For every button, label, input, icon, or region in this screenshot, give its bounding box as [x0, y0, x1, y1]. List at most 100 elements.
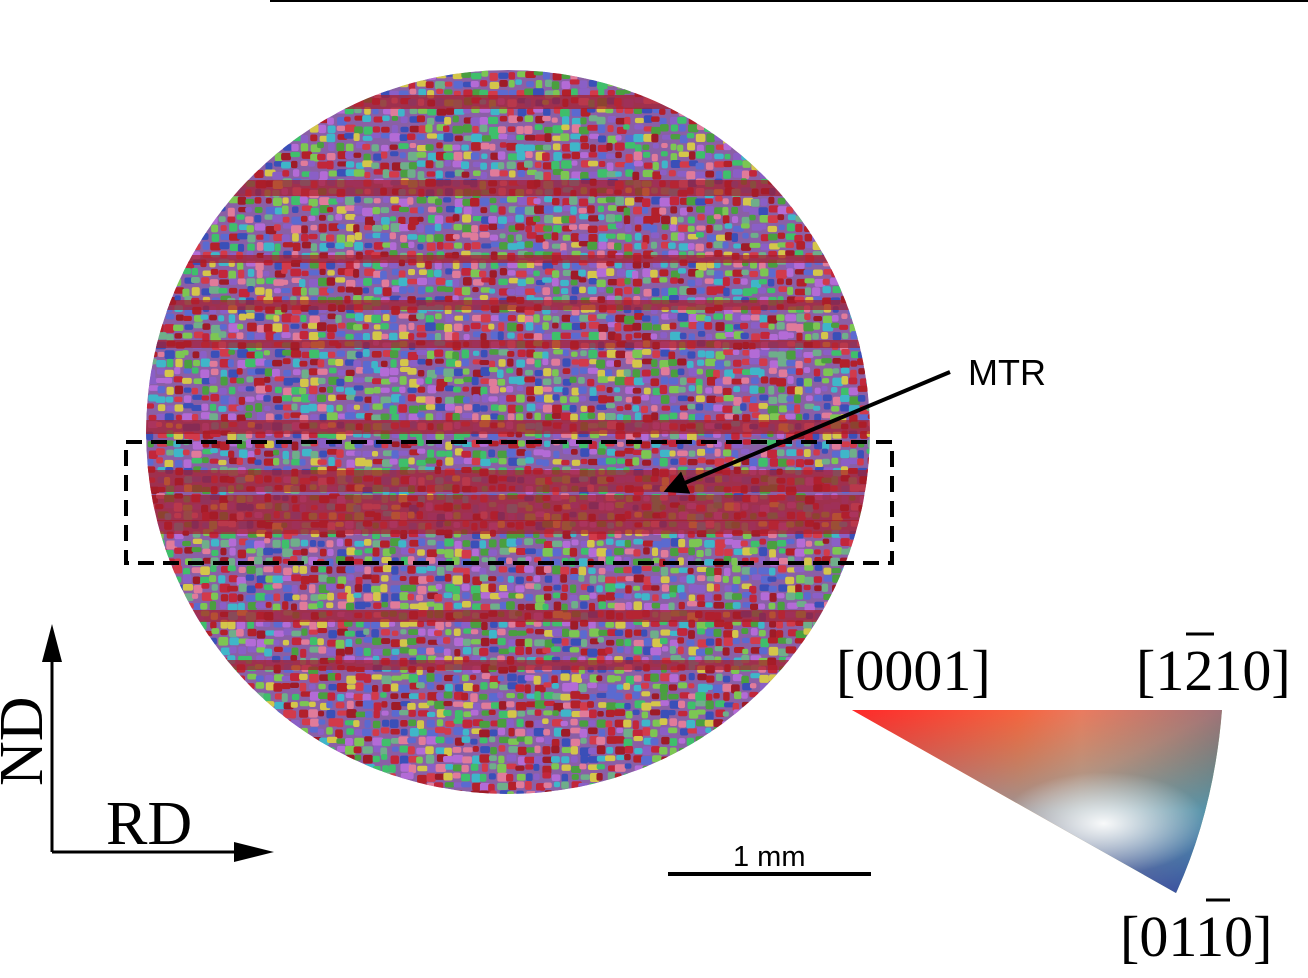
grain [345, 638, 353, 648]
grain [794, 394, 801, 404]
grain [345, 585, 352, 595]
grain [335, 107, 347, 114]
grain [839, 324, 849, 330]
grain [571, 539, 579, 546]
grain [398, 413, 406, 422]
grain [552, 404, 562, 414]
grain [354, 126, 363, 134]
grain [408, 162, 418, 170]
grain [641, 702, 652, 711]
grain [705, 152, 712, 160]
grain [364, 710, 373, 718]
grain [236, 628, 244, 637]
grain [813, 322, 821, 330]
grain [390, 639, 401, 648]
grain [209, 601, 217, 611]
grain [157, 351, 165, 358]
grain [326, 583, 336, 591]
grain [264, 214, 274, 220]
grain [615, 135, 622, 141]
grain [362, 583, 372, 593]
grain [326, 540, 334, 548]
grain [552, 693, 562, 700]
grain [867, 503, 870, 513]
grain [416, 459, 427, 466]
grain [209, 403, 217, 411]
grain [254, 556, 263, 565]
grain [407, 556, 415, 565]
grain [409, 142, 417, 148]
grain [472, 215, 483, 222]
grain [695, 232, 704, 238]
grain [867, 439, 870, 448]
grain [290, 655, 298, 661]
grain [398, 684, 410, 693]
grain [499, 547, 511, 555]
grain [345, 387, 356, 396]
grain [391, 441, 400, 448]
grain [497, 450, 508, 459]
grain [633, 646, 643, 655]
grain [426, 673, 435, 682]
grain [677, 358, 687, 366]
grain [182, 583, 194, 591]
grain [282, 170, 290, 177]
grain [236, 457, 244, 465]
grain [416, 313, 425, 320]
grain [328, 684, 337, 691]
grain [732, 196, 741, 206]
grain [211, 628, 220, 634]
grain [660, 576, 670, 584]
grain [389, 377, 398, 383]
grain [551, 81, 560, 90]
grain [290, 350, 302, 358]
grain [670, 116, 679, 125]
grain [174, 404, 184, 412]
grain [767, 278, 775, 287]
grain [391, 115, 399, 121]
grain [849, 396, 861, 405]
grain [571, 387, 579, 396]
grain [326, 160, 334, 170]
grain [183, 403, 194, 409]
grain [291, 647, 299, 656]
grain [326, 153, 336, 161]
grain [769, 268, 776, 278]
grain [517, 197, 528, 205]
grain [679, 332, 687, 340]
grain [677, 700, 686, 709]
grain [182, 377, 192, 384]
grain [659, 449, 671, 458]
grain [263, 350, 270, 356]
grain [391, 205, 402, 211]
grain [705, 144, 715, 154]
grain [706, 583, 714, 592]
grain [391, 630, 399, 636]
grain [228, 558, 236, 567]
grain [560, 133, 570, 142]
grain [552, 315, 560, 324]
grain [354, 450, 362, 456]
grain [814, 585, 822, 592]
grain [706, 225, 713, 234]
grain [641, 358, 653, 365]
grain [202, 270, 212, 277]
grain [695, 270, 704, 278]
grain [309, 359, 320, 366]
grain [263, 395, 271, 402]
grain [389, 458, 398, 465]
grain [560, 396, 567, 404]
grain [273, 565, 282, 574]
grain [551, 232, 559, 241]
grain [588, 277, 597, 285]
grain [731, 684, 740, 694]
grain [542, 322, 549, 330]
grain [481, 216, 491, 224]
grain [328, 198, 338, 205]
grain [606, 286, 614, 294]
grain [345, 151, 354, 159]
grain [614, 214, 622, 222]
grain [570, 700, 581, 709]
grain [463, 206, 473, 215]
grain [345, 450, 357, 456]
